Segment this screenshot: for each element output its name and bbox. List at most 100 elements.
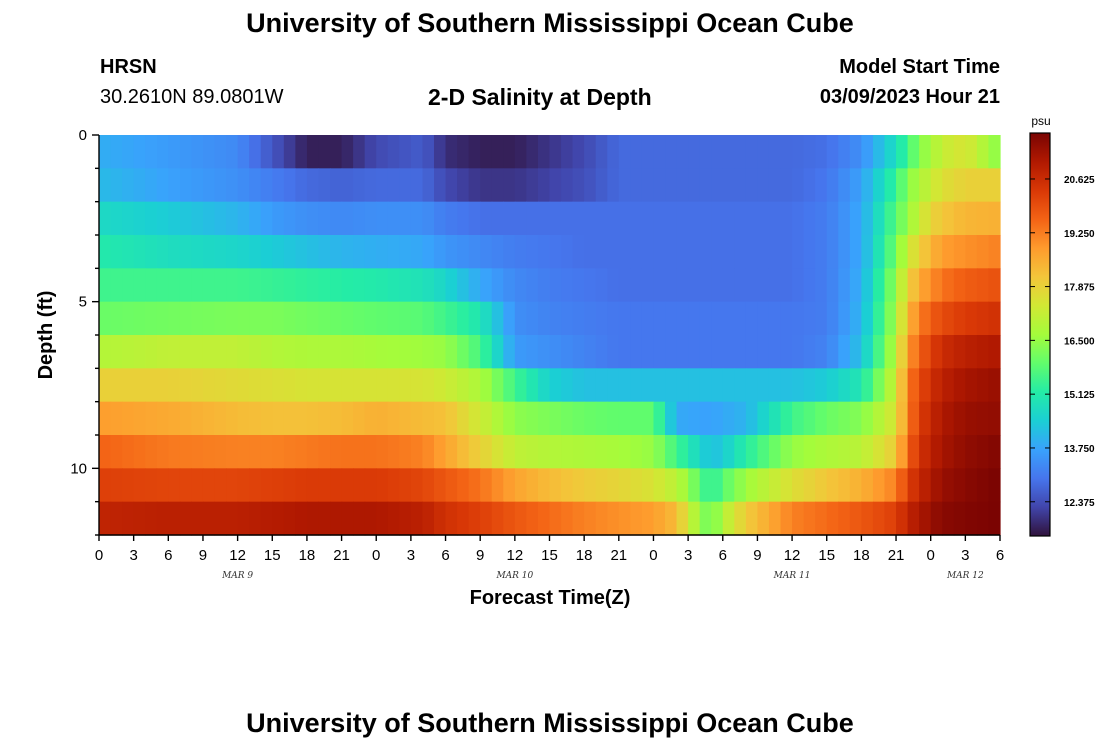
heatmap-cell [561, 201, 574, 236]
heatmap-cell [387, 468, 400, 503]
x-tick-label: 12 [507, 547, 524, 564]
heatmap-cell [156, 335, 169, 369]
colorbar-tick-label: 13.750 [1064, 444, 1095, 455]
heatmap-cell [387, 201, 400, 236]
heatmap-cell [133, 135, 146, 169]
heatmap-cell [214, 235, 227, 269]
heatmap-cell [480, 335, 493, 369]
heatmap-cell [630, 235, 643, 269]
heatmap-cell [618, 501, 631, 536]
heatmap-cell [722, 235, 735, 269]
y-axis-title: Depth (ft) [35, 291, 57, 380]
heatmap-cell [849, 435, 862, 469]
heatmap-cell [572, 401, 585, 436]
heatmap-cell [537, 468, 551, 503]
heatmap-cell [272, 168, 285, 203]
heatmap-cell [930, 268, 943, 303]
heatmap-cell [757, 468, 770, 503]
heatmap-cell [618, 168, 631, 203]
heatmap-cell [872, 501, 886, 536]
heatmap-cell [99, 401, 112, 436]
heatmap-cell [584, 235, 597, 269]
heatmap-cell [768, 168, 782, 203]
heatmap-cell [433, 168, 447, 203]
heatmap-cell [815, 335, 828, 369]
heatmap-cell [584, 368, 597, 403]
heatmap-cell [792, 468, 805, 503]
heatmap-cell [861, 135, 874, 169]
heatmap-cell [410, 401, 424, 436]
heatmap-cell [919, 368, 932, 403]
heatmap-cell [202, 501, 216, 536]
heatmap-cell [480, 135, 493, 169]
heatmap-cell [803, 168, 816, 203]
heatmap-cell [792, 235, 805, 269]
x-tick-label: 3 [684, 547, 692, 564]
heatmap-cell [722, 135, 735, 169]
heatmap-cell [110, 368, 123, 403]
heatmap-cell [988, 468, 1001, 503]
heatmap-cell [792, 168, 805, 203]
heatmap-cell [549, 235, 562, 269]
heatmap-cell [341, 335, 354, 369]
heatmap-cell [930, 301, 943, 336]
heatmap-cell [295, 135, 308, 169]
heatmap-cell [757, 435, 770, 469]
heatmap-cell [399, 168, 412, 203]
heatmap-cell [468, 135, 481, 169]
heatmap-cell [133, 201, 146, 236]
heatmap-cell [468, 335, 481, 369]
heatmap-cell [133, 501, 146, 536]
heatmap-cell [110, 335, 123, 369]
heatmap-cell [503, 168, 516, 203]
heatmap-cell [699, 468, 712, 503]
heatmap-cell [99, 435, 112, 469]
heatmap-cell [884, 201, 897, 236]
heatmap-cell [768, 468, 782, 503]
heatmap-cell [445, 201, 458, 236]
heatmap-cell [665, 401, 678, 436]
heatmap-cell [214, 468, 227, 503]
heatmap-cell [249, 135, 262, 169]
heatmap-cell [145, 401, 158, 436]
heatmap-cell [792, 268, 805, 303]
heatmap-cell [202, 168, 216, 203]
heatmap-cell [526, 201, 539, 236]
heatmap-cell [260, 501, 273, 536]
heatmap-cell [826, 301, 839, 336]
heatmap-cell [618, 435, 631, 469]
heatmap-cell [872, 335, 886, 369]
heatmap-cell [422, 435, 435, 469]
heatmap-cell [191, 435, 204, 469]
heatmap-cell [226, 335, 239, 369]
heatmap-cell [815, 401, 828, 436]
heatmap-cell [607, 368, 620, 403]
heatmap-cell [179, 301, 193, 336]
heatmap-cell [595, 335, 608, 369]
heatmap-cell [364, 168, 377, 203]
heatmap-cell [387, 401, 400, 436]
heatmap-cell [202, 435, 216, 469]
heatmap-cell [665, 368, 678, 403]
heatmap-cell [457, 335, 470, 369]
heatmap-cell [295, 401, 308, 436]
heatmap-cell [676, 401, 689, 436]
heatmap-cell [468, 268, 481, 303]
date-label: MAR 12 [946, 571, 984, 581]
heatmap-cell [156, 501, 169, 536]
heatmap-cell [260, 268, 273, 303]
heatmap-cell [745, 168, 759, 203]
heatmap-cell [734, 468, 747, 503]
heatmap-cell [376, 401, 389, 436]
heatmap-cell [295, 368, 308, 403]
heatmap-cell [179, 135, 193, 169]
heatmap-cell [503, 201, 516, 236]
heatmap-cell [122, 268, 135, 303]
heatmap-cell [618, 201, 631, 236]
heatmap-cell [491, 268, 504, 303]
heatmap-cell [792, 501, 805, 536]
heatmap-cell [133, 168, 146, 203]
heatmap-cell [226, 268, 239, 303]
heatmap-cell [815, 235, 828, 269]
heatmap-cell [930, 435, 943, 469]
